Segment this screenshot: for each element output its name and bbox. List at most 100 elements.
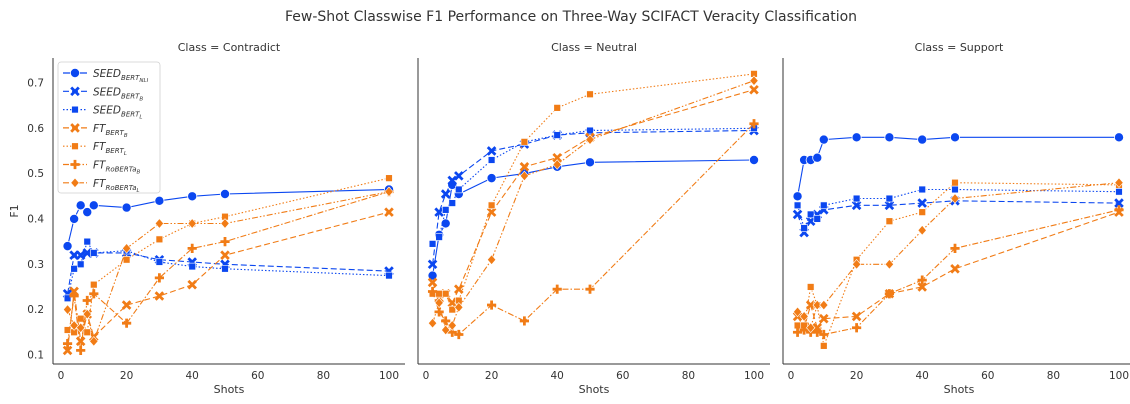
data-point [88,200,99,211]
data-point [820,201,828,210]
legend-entry: FTBERTB [63,123,128,139]
series-line [797,200,1120,234]
data-point [187,243,197,253]
data-point [749,154,760,165]
series-4 [62,207,394,356]
series-line [67,188,390,247]
series-4 [427,84,759,308]
x-axis-label: Shots [579,383,610,396]
data-point [154,273,164,283]
data-point [487,201,496,210]
legend-label: FTBERTL [93,141,127,157]
figure-title: Few-Shot Classwise F1 Performance on Thr… [285,9,857,25]
data-point [435,233,443,241]
data-point [441,206,450,214]
data-point [454,171,464,181]
data-point [75,250,86,260]
data-point [82,207,93,218]
data-point [220,218,230,229]
y-tick-label: 0.5 [27,168,44,180]
panel-neutral: Class = Neutral 0 20 40 60 80 100 Shots [417,41,770,396]
data-point [749,84,759,95]
data-point [806,210,815,219]
x-tick-label: 100 [379,370,399,382]
legend-entry: FTBERTL [63,141,127,157]
data-point [792,327,803,337]
data-point [852,194,861,203]
data-point [812,152,823,163]
data-point [427,259,438,270]
legend-marker [70,177,80,189]
x-tick-label: 20 [485,370,498,382]
data-point [62,241,73,252]
data-point [805,300,816,310]
data-point [553,104,561,112]
data-point [486,146,497,156]
data-point [852,323,862,333]
data-point [427,277,438,288]
series-5 [428,70,758,314]
data-point [154,195,165,206]
data-point [487,254,497,265]
data-point [427,317,438,329]
data-point [585,284,595,294]
data-point [122,243,132,254]
data-point [122,256,131,264]
data-point [454,284,464,294]
data-point [448,305,456,314]
data-point [1114,177,1124,188]
data-point [384,207,394,217]
data-point [83,237,91,246]
data-point [553,131,561,139]
data-point [951,185,959,194]
data-point [121,300,132,310]
data-point [486,207,497,217]
legend-frame [57,61,161,194]
series-line [67,240,390,299]
data-point [76,314,85,323]
data-point [851,200,862,211]
legend-label: FTBERTB [93,123,128,139]
series-line [67,191,390,351]
series-6 [792,205,1124,340]
data-point [918,208,926,216]
legend-label: FTRoBERTaL [93,178,140,194]
data-point [884,289,894,299]
data-point [434,297,444,309]
series-7 [792,177,1124,333]
legend-entry: SEEDBERTB [63,86,143,102]
data-point [820,342,828,350]
data-point [884,259,894,270]
data-point [885,194,894,203]
data-point [917,225,927,236]
data-point [487,300,497,310]
data-point [76,322,86,333]
data-point [819,329,829,340]
data-point [852,259,862,270]
data-point [950,264,960,274]
x-tick-label: 40 [186,370,199,382]
data-point [76,345,86,355]
data-point [806,322,816,333]
x-tick-label: 20 [850,370,863,382]
y-tick-label: 0.7 [27,77,44,89]
data-point [520,138,529,146]
data-point [90,249,98,257]
legend-entry: SEEDBERTNLI [63,68,149,84]
legend-entry: SEEDBERTL [63,105,142,121]
data-point [427,270,438,281]
legend: SEEDBERTNLI SEEDBERTB SEEDBERTL FTBERTB FTBE… [57,61,161,194]
data-point [448,199,456,207]
series-line [797,182,1120,349]
data-point [187,279,197,290]
series-1 [62,184,394,252]
data-point [586,126,594,135]
x-tick-label: 0 [423,370,430,382]
series-line [797,211,1120,330]
data-point [813,215,821,223]
data-point [749,119,759,129]
series-1 [427,154,760,281]
data-point [454,329,464,340]
series-line [432,129,755,265]
